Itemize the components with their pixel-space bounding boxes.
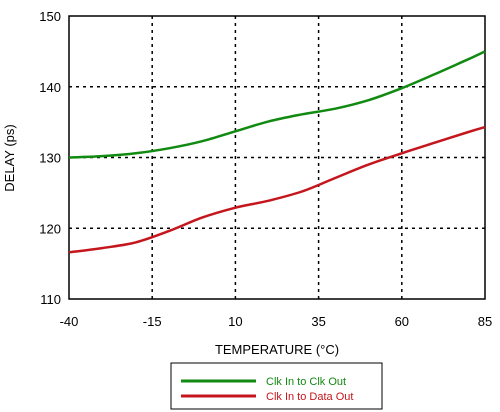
y-tick-label: 120 xyxy=(39,221,61,236)
x-tick-label: -15 xyxy=(143,314,162,329)
x-tick-label: -40 xyxy=(60,314,79,329)
y-tick-label: 110 xyxy=(40,292,61,307)
x-tick-label: 10 xyxy=(228,314,242,329)
series-line-0 xyxy=(68,50,486,159)
gridlines xyxy=(69,16,485,299)
y-tick-label: 140 xyxy=(39,80,61,95)
legend-box xyxy=(170,362,383,410)
legend-label-clk-out: Clk In to Clk Out xyxy=(266,376,346,388)
y-tick-label: 150 xyxy=(39,9,61,24)
legend-label-data-out: Clk In to Data Out xyxy=(266,391,353,403)
x-tick-label: 85 xyxy=(478,314,492,329)
series-lines xyxy=(68,50,486,254)
y-tick-labels: 110 120 130 140 150 xyxy=(39,9,61,307)
x-tick-labels: -40 -15 10 35 60 85 xyxy=(60,314,493,329)
legend: Clk In to Clk Out Clk In to Data Out xyxy=(170,362,383,410)
x-tick-label: 60 xyxy=(395,314,409,329)
y-tick-label: 130 xyxy=(39,151,61,166)
series-line-1 xyxy=(68,125,486,254)
plot-frame xyxy=(68,15,486,300)
y-axis-label: DELAY (ps) xyxy=(2,124,17,191)
x-axis-label: TEMPERATURE (°C) xyxy=(215,342,339,357)
x-tick-label: 35 xyxy=(311,314,325,329)
